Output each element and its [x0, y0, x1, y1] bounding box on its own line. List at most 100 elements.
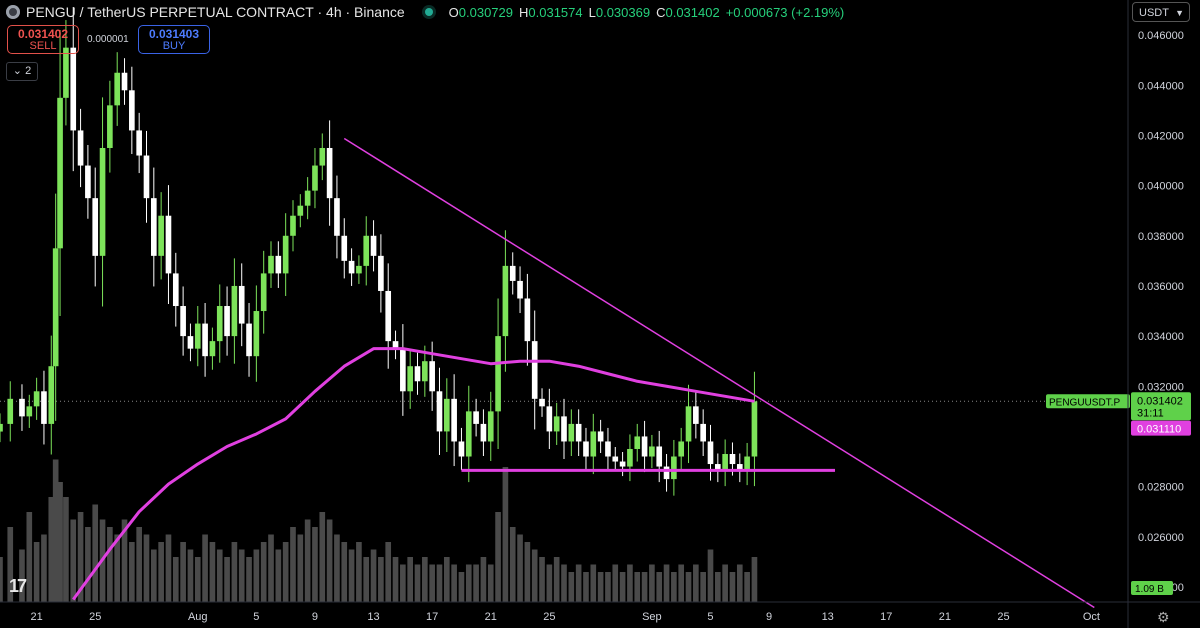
candle [502, 265, 509, 337]
volume-bar [502, 467, 509, 602]
candle [546, 406, 553, 432]
candle [275, 255, 282, 274]
x-tick-label: 13 [367, 611, 379, 623]
candle [187, 336, 194, 349]
volume-bar [92, 504, 99, 602]
candle [260, 273, 267, 312]
candle [0, 423, 3, 432]
x-tick-label: 21 [485, 611, 497, 623]
volume-bar [194, 557, 201, 602]
chevron-down-icon: ▼ [1175, 8, 1184, 18]
volume-bar [744, 572, 750, 602]
volume-bar [465, 564, 472, 602]
candle [751, 401, 758, 457]
y-tick-label: 0.044000 [1138, 80, 1184, 92]
candle [209, 341, 216, 357]
candle [619, 461, 626, 467]
change-value: +0.000673 (+2.19%) [725, 4, 845, 20]
candle [7, 398, 14, 424]
volume-bar [172, 557, 179, 602]
x-tick-label: 21 [939, 611, 951, 623]
volume-bar [121, 519, 128, 602]
volume-bar [575, 564, 582, 602]
drawn-lines [343, 137, 1095, 609]
volume-bar [473, 564, 479, 602]
x-tick-label: 25 [89, 611, 101, 623]
volume-bar [0, 557, 3, 602]
volume-bar [187, 549, 194, 602]
volume-bar [216, 549, 223, 602]
candle [436, 391, 443, 432]
volume-bar [63, 497, 69, 602]
candle [700, 423, 706, 442]
candle [641, 436, 648, 457]
candle [41, 391, 47, 424]
volume-bar [341, 542, 348, 602]
volume-bar [663, 564, 670, 602]
candle [414, 366, 421, 382]
volume-bar [246, 557, 252, 602]
volume-bar [52, 459, 59, 602]
volume-bars [0, 459, 758, 602]
sell-button[interactable]: 0.031402 SELL [7, 25, 79, 54]
volume-bar [260, 542, 267, 602]
volume-bar [275, 549, 282, 602]
candle [487, 411, 494, 442]
volume-bar [480, 557, 487, 602]
candle [627, 448, 633, 467]
volume-bar [143, 534, 150, 602]
candle [480, 423, 487, 442]
volume-bar [209, 542, 216, 602]
candle [326, 147, 333, 199]
candle [48, 366, 55, 424]
candle [685, 406, 692, 442]
candle [150, 198, 157, 256]
volume-bar [429, 564, 435, 602]
volume-bar [436, 564, 443, 602]
ohlc-values: O0.030729 H0.031574 L0.030369 C0.031402 … [448, 4, 845, 20]
candle [121, 72, 128, 91]
volume-bar [253, 549, 260, 602]
chart-header: PENGU / TetherUS PERPETUAL CONTRACT · 4h… [6, 2, 844, 22]
descending-trendline [343, 137, 1095, 609]
volume-bar [634, 572, 641, 602]
symbol-title[interactable]: PENGU / TetherUS PERPETUAL CONTRACT · 4h… [26, 4, 405, 20]
candle [224, 306, 230, 337]
volume-bar [612, 564, 619, 602]
volume-bar [378, 557, 384, 602]
volume-bar [304, 519, 311, 602]
volume-bar [282, 542, 289, 602]
y-tick-label: 0.040000 [1138, 181, 1184, 193]
candle [378, 255, 384, 291]
candle [649, 446, 655, 457]
volume-tag-bg [1131, 581, 1173, 595]
volume-bar [509, 527, 516, 602]
buy-button[interactable]: 0.031403 BUY [138, 25, 210, 54]
candle [671, 456, 677, 480]
candle [553, 416, 560, 432]
candle [634, 436, 641, 449]
indicators-toggle[interactable]: ⌄ 2 [6, 62, 38, 81]
volume-bar [407, 557, 414, 602]
high-value: 0.031574 [528, 4, 583, 20]
candle [348, 260, 355, 274]
low-value: 0.030369 [595, 4, 651, 20]
x-tick-label: Oct [1083, 611, 1100, 623]
candle [85, 165, 91, 199]
candle [341, 235, 348, 261]
y-tick-label: 0.042000 [1138, 130, 1184, 142]
currency-select[interactable]: USDT ▼ [1132, 2, 1190, 22]
y-tick-label: 0.028000 [1138, 482, 1184, 494]
candle [194, 323, 201, 349]
volume-bar [77, 512, 84, 602]
volume-bar [700, 572, 706, 602]
settings-icon[interactable]: ⚙ [1157, 609, 1170, 625]
ma-tag-bg [1131, 420, 1191, 436]
spread-value: 0.000001 [87, 34, 129, 45]
volume-bar [297, 534, 304, 602]
volume-bar [605, 572, 611, 602]
open-value: 0.030729 [458, 4, 513, 20]
candle [57, 97, 63, 249]
volume-bar [107, 527, 113, 602]
